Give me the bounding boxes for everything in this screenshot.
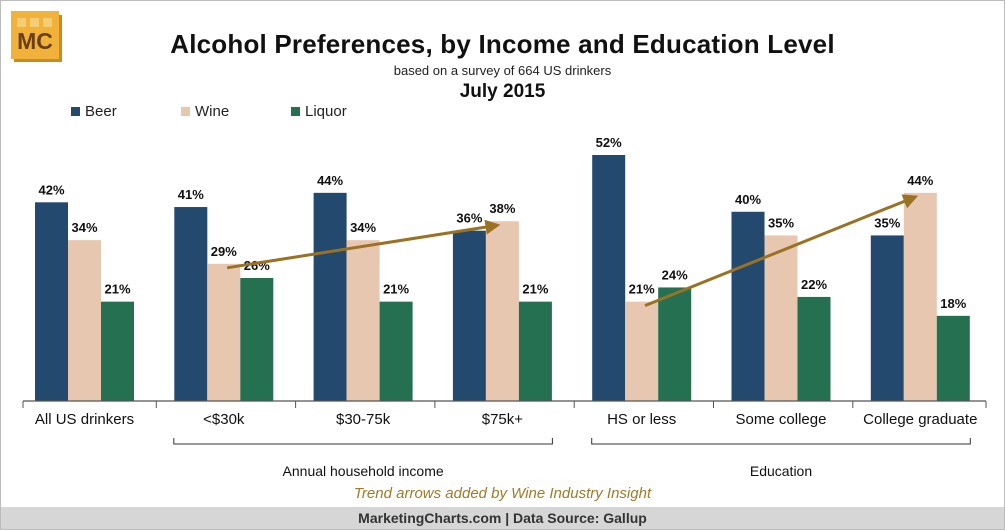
bar-beer-college-graduate <box>870 235 904 401</box>
bar-wine-all-us-drinkers <box>68 240 101 401</box>
data-label-liquor-75k: 21% <box>522 282 548 297</box>
data-label-beer-30k: 41% <box>178 187 204 202</box>
bar-wine-30k <box>207 263 241 401</box>
bar-beer-30-75k <box>313 192 347 401</box>
bar-liquor-college-graduate <box>936 315 970 401</box>
category-label-30k: <$30k <box>203 411 245 428</box>
footer-source: MarketingCharts.com | Data Source: Gallu… <box>1 507 1004 529</box>
data-label-liquor-hs-or-less: 24% <box>662 267 688 282</box>
data-label-beer-college-graduate: 35% <box>874 215 900 230</box>
data-label-wine-college-graduate: 44% <box>907 173 933 188</box>
bar-chart: 42%34%21%All US drinkers41%29%26%<$30k44… <box>22 135 987 479</box>
category-label-30-75k: $30-75k <box>336 411 391 428</box>
data-label-wine-75k: 38% <box>489 201 515 216</box>
bar-liquor-30-75k <box>379 301 413 401</box>
bar-beer-all-us-drinkers <box>35 202 68 401</box>
bar-liquor-75k <box>518 301 552 401</box>
data-label-beer-some-college: 40% <box>735 192 761 207</box>
legend-beer: Beer <box>71 102 117 120</box>
bar-beer-some-college <box>731 211 765 401</box>
data-label-wine-30k: 29% <box>211 244 237 259</box>
bar-liquor-hs-or-less <box>658 287 692 401</box>
bar-liquor-30k <box>240 278 274 401</box>
category-label-some-college: Some college <box>736 411 827 428</box>
bar-wine-75k <box>485 221 519 401</box>
data-label-beer-30-75k: 44% <box>317 173 343 188</box>
data-label-wine-30-75k: 34% <box>350 220 376 235</box>
data-label-beer-hs-or-less: 52% <box>596 135 622 150</box>
legend-beer-swatch <box>71 106 80 116</box>
data-label-liquor-30-75k: 21% <box>383 282 409 297</box>
data-label-wine-some-college: 35% <box>768 215 794 230</box>
legend-wine: Wine <box>181 102 229 120</box>
data-label-wine-hs-or-less: 21% <box>629 282 655 297</box>
bar-beer-75k <box>452 230 486 401</box>
legend-wine-label: Wine <box>195 102 230 120</box>
legend-liquor-label: Liquor <box>305 102 347 120</box>
group-bracket-education <box>591 438 971 445</box>
chart-date: July 2015 <box>459 81 546 102</box>
legend-liquor-swatch <box>291 106 300 116</box>
legend-liquor: Liquor <box>291 102 347 120</box>
category-label-75k: $75k+ <box>482 411 524 428</box>
bar-beer-hs-or-less <box>592 155 626 401</box>
trend-arrow-1 <box>226 219 501 270</box>
logo-text: MC <box>17 28 53 54</box>
bar-liquor-all-us-drinkers <box>101 301 134 401</box>
bar-wine-some-college <box>764 235 798 401</box>
data-label-liquor-some-college: 22% <box>801 277 827 292</box>
category-label-college-graduate: College graduate <box>863 411 977 428</box>
data-label-wine-all-us-drinkers: 34% <box>71 220 97 235</box>
chart-subtitle: based on a survey of 664 US drinkers <box>393 63 612 78</box>
legend-beer-label: Beer <box>85 102 117 120</box>
category-label-hs-or-less: HS or less <box>607 411 676 428</box>
group-bracket-annual-household-income <box>173 438 553 445</box>
bar-wine-college-graduate <box>903 192 937 401</box>
data-label-beer-75k: 36% <box>456 211 482 226</box>
bar-wine-hs-or-less <box>625 301 659 401</box>
data-label-liquor-college-graduate: 18% <box>940 296 966 311</box>
group-label-annual-household-income: Annual household income <box>283 463 444 479</box>
bar-liquor-some-college <box>797 296 831 401</box>
trend-arrow-2 <box>644 194 919 308</box>
group-label-education: Education <box>750 463 812 479</box>
category-label-all-us-drinkers: All US drinkers <box>35 411 134 428</box>
data-label-beer-all-us-drinkers: 42% <box>38 182 64 197</box>
bar-wine-30-75k <box>346 240 380 401</box>
marketingcharts-logo: MC <box>11 11 62 62</box>
legend-wine-swatch <box>181 106 190 116</box>
trend-annotation: Trend arrows added by Wine Industry Insi… <box>353 485 652 502</box>
data-label-liquor-all-us-drinkers: 21% <box>104 282 130 297</box>
bar-beer-30k <box>174 207 208 401</box>
chart-title: Alcohol Preferences, by Income and Educa… <box>170 29 835 59</box>
